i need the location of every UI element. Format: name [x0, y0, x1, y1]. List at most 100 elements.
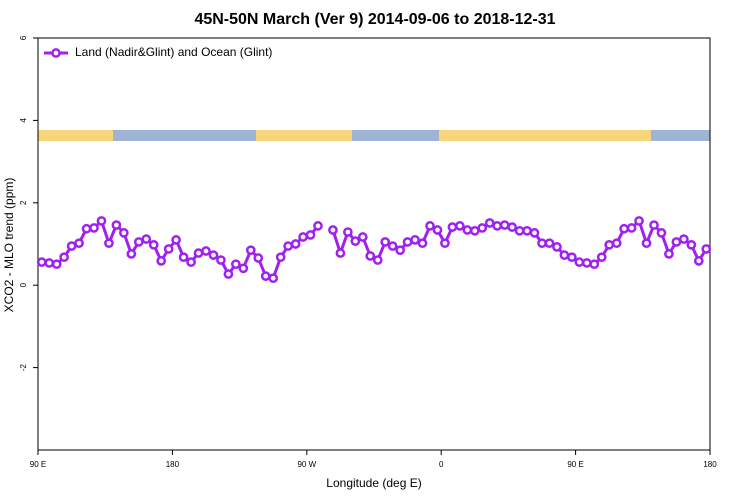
data-point	[104, 238, 114, 249]
data-point	[656, 228, 667, 238]
data-point	[417, 238, 428, 249]
data-point	[611, 238, 622, 249]
data-point	[432, 225, 443, 235]
data-point	[253, 253, 264, 263]
y-tick-label: 4	[19, 118, 28, 123]
legend-label: Land (Nadir&Glint) and Ocean (Glint)	[75, 45, 272, 59]
ocean-band	[352, 130, 439, 141]
data-point	[231, 259, 241, 270]
legend-marker	[51, 48, 61, 58]
x-axis-label: Longitude (deg E)	[326, 476, 421, 490]
x-tick-label: 0	[439, 460, 444, 469]
data-point	[425, 221, 435, 231]
data-point	[529, 228, 540, 238]
data-point	[581, 258, 592, 268]
map-strip	[38, 130, 710, 141]
data-point	[469, 225, 480, 236]
data-point	[395, 245, 405, 256]
data-point	[36, 257, 47, 267]
data-point	[133, 237, 144, 247]
data-point	[343, 227, 353, 237]
data-point	[492, 221, 503, 231]
data-point	[126, 249, 137, 259]
data-point	[589, 259, 600, 270]
data-point	[44, 258, 55, 268]
data-point	[372, 255, 383, 265]
data-point	[305, 230, 316, 240]
x-tick-label: 180	[703, 460, 717, 469]
data-point	[537, 238, 547, 249]
data-point	[216, 255, 226, 265]
x-tick-label: 90 E	[30, 460, 46, 469]
data-point	[410, 235, 420, 245]
data-point	[507, 222, 517, 232]
data-point	[268, 273, 279, 284]
data-point	[148, 239, 159, 250]
data-point	[223, 269, 234, 279]
data-point	[350, 236, 361, 246]
data-point	[186, 257, 196, 267]
data-point	[171, 235, 181, 245]
data-point	[574, 257, 585, 267]
y-tick-label: 2	[19, 200, 28, 205]
data-point	[81, 223, 92, 234]
data-point	[260, 271, 271, 281]
series-line	[41, 218, 708, 281]
data-point	[634, 216, 644, 226]
data-point	[387, 241, 398, 251]
data-point	[514, 225, 525, 236]
data-point	[74, 238, 84, 249]
data-point	[193, 248, 204, 258]
ocean-band	[113, 130, 256, 141]
data-point	[238, 263, 249, 274]
data-point	[313, 221, 323, 231]
x-tick-label: 90 W	[297, 460, 316, 469]
data-point	[679, 234, 689, 244]
data-point	[365, 251, 376, 261]
data-point	[641, 238, 652, 249]
data-point	[522, 225, 532, 236]
data-point	[559, 250, 570, 260]
data-point	[357, 232, 368, 242]
x-tick-label: 90 E	[567, 460, 583, 469]
data-point	[552, 242, 562, 252]
data-point	[596, 252, 607, 263]
y-tick-label: 6	[19, 35, 28, 40]
data-point	[402, 237, 413, 247]
data-point	[163, 244, 174, 254]
data-point	[440, 238, 450, 249]
data-point	[693, 256, 704, 266]
data-point	[335, 248, 346, 258]
data-point	[283, 241, 293, 251]
ocean-band	[651, 130, 710, 141]
data-point	[298, 232, 308, 242]
data-point	[178, 252, 189, 263]
data-point	[477, 223, 488, 233]
data-point	[111, 220, 122, 230]
data-point	[51, 259, 62, 270]
data-point	[290, 239, 301, 249]
data-point	[447, 222, 458, 232]
y-tick-label: 0	[19, 282, 28, 287]
data-point	[201, 246, 211, 256]
data-point	[208, 250, 219, 260]
data-point	[96, 216, 107, 226]
data-point	[664, 249, 674, 259]
data-point	[59, 252, 69, 263]
data-point	[462, 225, 473, 235]
data-point	[66, 241, 77, 251]
data-point	[119, 228, 129, 238]
data-point	[89, 223, 99, 233]
data-point	[686, 239, 697, 250]
data-point	[484, 218, 495, 228]
data-point	[455, 221, 465, 231]
data-point	[156, 256, 167, 266]
chart-title: 45N-50N March (Ver 9) 2014-09-06 to 2018…	[194, 11, 555, 28]
data-point	[671, 237, 682, 247]
data-point	[567, 252, 577, 263]
data-point	[649, 220, 659, 230]
data-point	[701, 244, 712, 254]
plot-frame	[37, 37, 711, 451]
x-tick-label: 180	[166, 460, 180, 469]
